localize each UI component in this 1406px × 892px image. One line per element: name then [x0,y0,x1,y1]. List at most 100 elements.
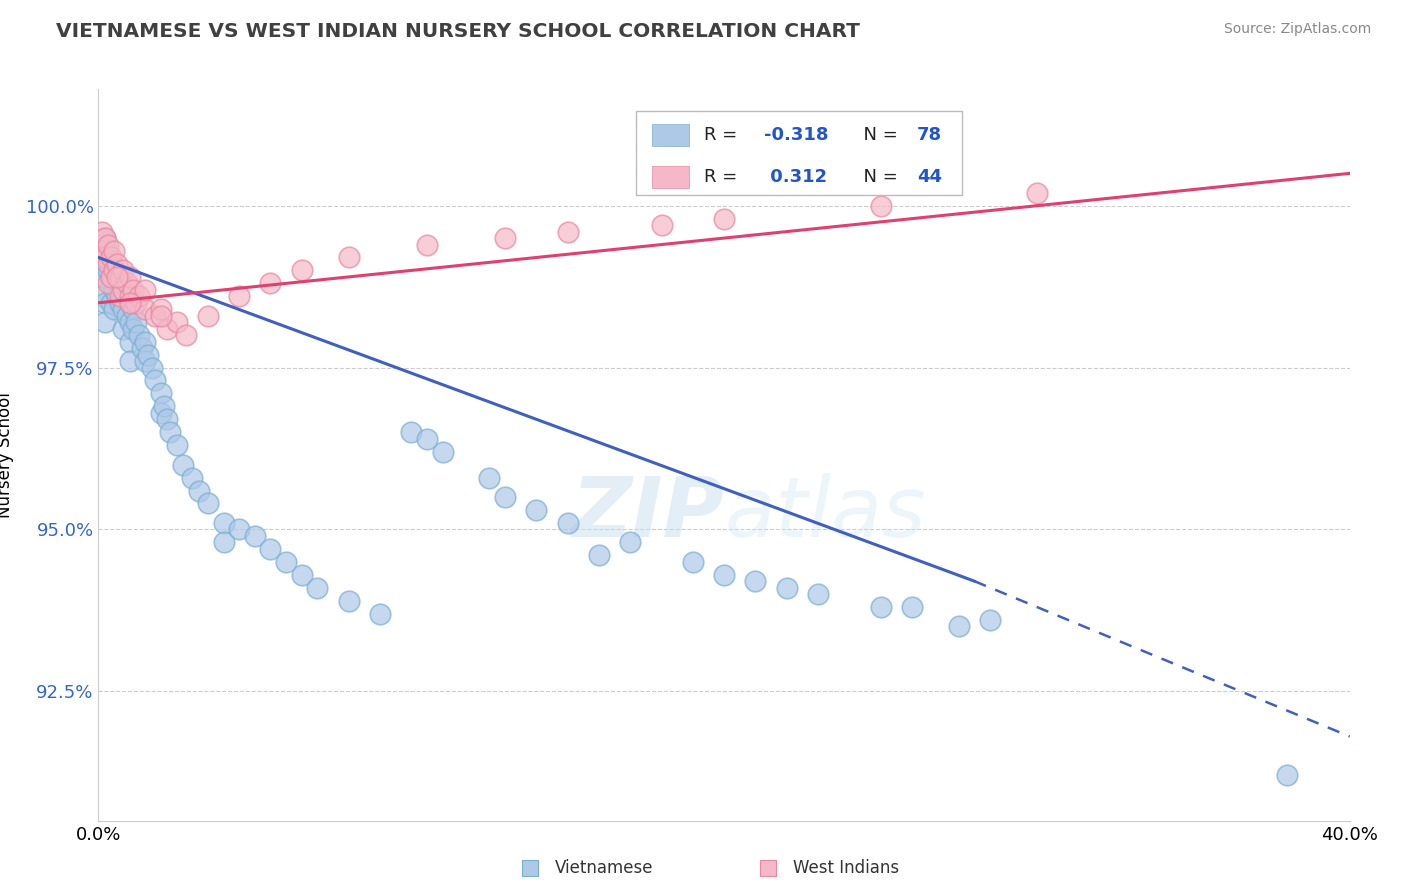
Point [118,295,141,310]
Text: -0.318: -0.318 [763,126,828,144]
Point [478,470,501,484]
Point [90,225,112,239]
Point [121,283,143,297]
Point [112,321,135,335]
Point [115,289,138,303]
Point [97,237,120,252]
Point [93,269,115,284]
Point [243,529,266,543]
Point [1026,186,1049,200]
Text: ZIP: ZIP [571,473,724,554]
Point [494,490,516,504]
Point [1277,768,1299,782]
Point [134,283,156,297]
Point [212,516,235,530]
Point [337,251,360,265]
Point [156,321,179,335]
Point [713,211,735,226]
Point [128,328,150,343]
Point [368,607,391,621]
Text: R =: R = [704,126,742,144]
Text: West Indians: West Indians [793,859,898,877]
Point [307,581,329,595]
Point [97,277,120,291]
Text: N =: N = [852,168,903,186]
Point [588,548,610,562]
Text: VIETNAMESE VS WEST INDIAN NURSERY SCHOOL CORRELATION CHART: VIETNAMESE VS WEST INDIAN NURSERY SCHOOL… [56,22,860,41]
Text: 0.312: 0.312 [763,168,827,186]
Point [416,237,439,252]
Point [90,263,112,277]
Point [291,567,314,582]
Point [274,555,298,569]
Point [141,360,163,375]
Point [150,386,173,401]
Point [112,263,135,277]
Point [118,295,141,310]
Point [110,269,132,284]
Point [744,574,766,589]
Point [100,257,122,271]
Point [869,199,891,213]
Point [156,412,179,426]
Point [118,315,141,329]
Point [103,263,125,277]
Point [143,374,166,388]
Point [103,263,125,277]
FancyBboxPatch shape [651,166,689,187]
Point [125,315,148,329]
Text: Vietnamese: Vietnamese [555,859,654,877]
Point [93,295,115,310]
Point [134,354,156,368]
Point [150,309,173,323]
Point [650,218,672,232]
Point [776,581,799,595]
Point [93,251,115,265]
Point [134,302,156,317]
Point [103,283,125,297]
Point [432,444,454,458]
Point [172,458,194,472]
Point [118,289,141,303]
Point [110,277,132,291]
Point [807,587,830,601]
Text: R =: R = [704,168,742,186]
Point [128,289,150,303]
Point [526,503,548,517]
Point [131,341,153,355]
FancyBboxPatch shape [651,124,689,145]
Point [181,470,204,484]
Point [979,613,1001,627]
Point [228,289,250,303]
Point [105,269,128,284]
Point [100,295,122,310]
Point [105,289,128,303]
Point [105,269,128,284]
Point [153,400,176,414]
Point [118,354,141,368]
Point [159,425,181,440]
Point [103,302,125,317]
Point [90,289,112,303]
Point [121,302,143,317]
Point [416,432,439,446]
Point [166,438,188,452]
Point [682,555,704,569]
Point [110,295,132,310]
Point [291,263,314,277]
Point [121,321,143,335]
Point [619,535,641,549]
Point [112,283,135,297]
Point [97,244,120,258]
Point [166,315,188,329]
Point [100,269,122,284]
Point [93,315,115,329]
Point [115,277,138,291]
Point [97,263,120,277]
Text: 78: 78 [917,126,942,144]
Point [174,328,197,343]
Text: atlas: atlas [724,473,925,554]
Point [948,619,970,633]
Point [110,289,132,303]
Point [869,600,891,615]
